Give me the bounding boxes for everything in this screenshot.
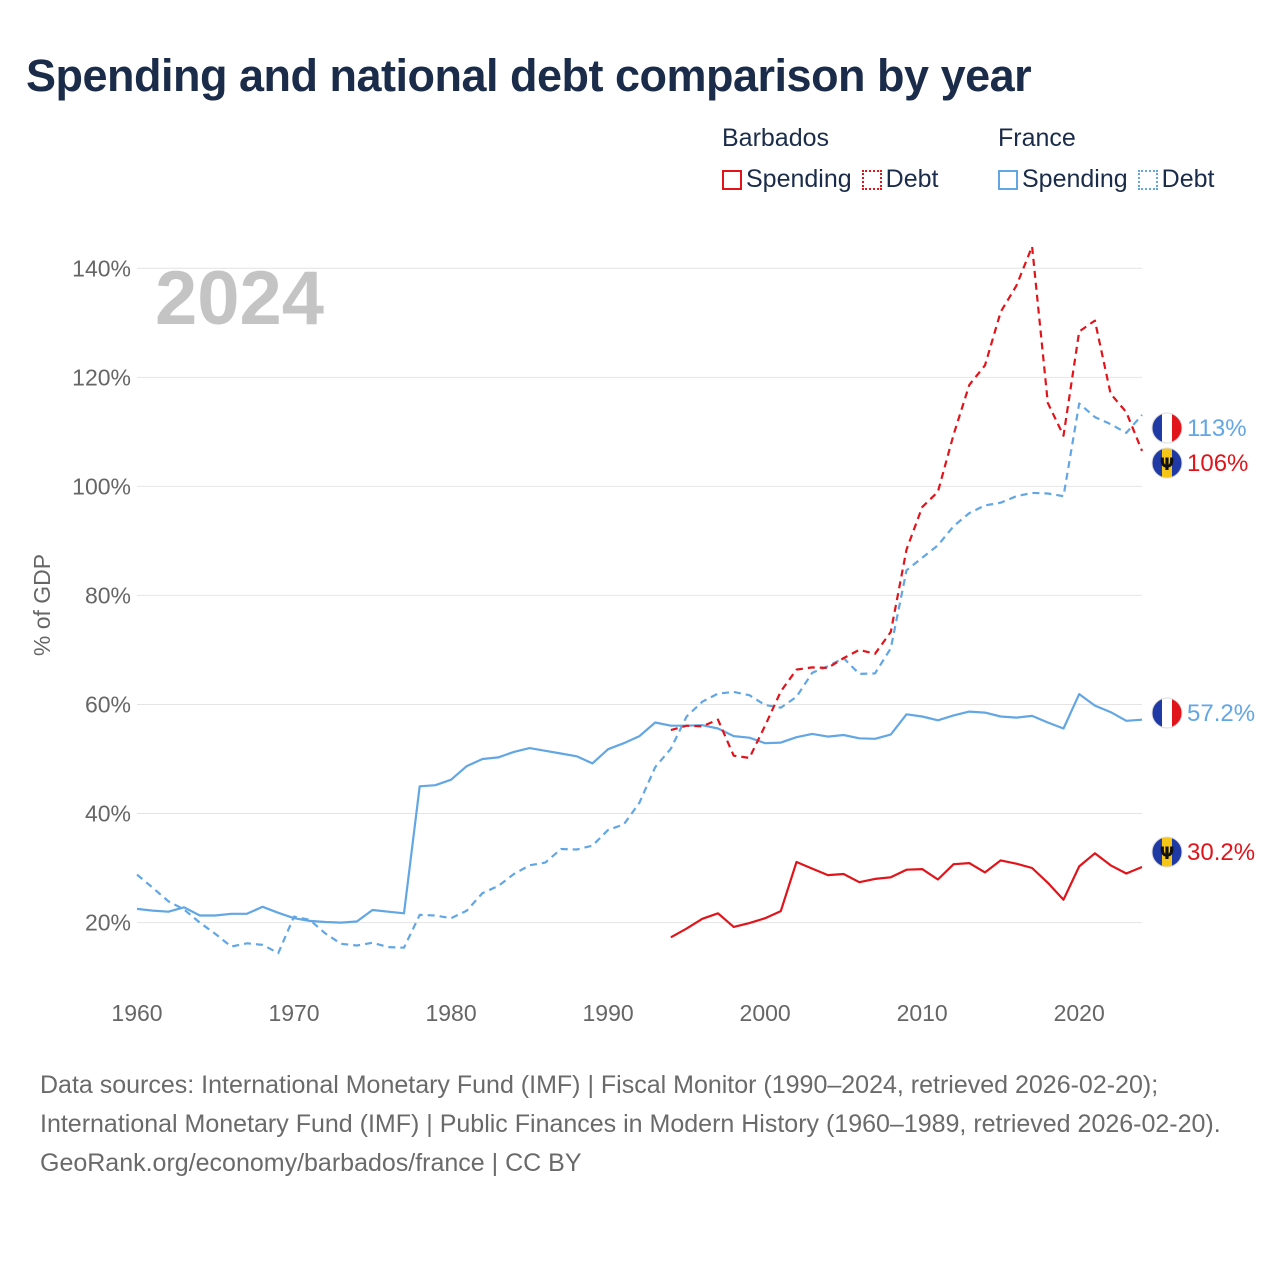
chart-title: Spending and national debt comparison by… — [26, 50, 1032, 101]
x-tick-label: 1990 — [583, 1000, 634, 1026]
legend-label: Debt — [885, 165, 939, 193]
line-chart: 20% 40% 60% 80% 100% 120% 140% 1960 1970 1980 1990… — [29, 245, 1255, 1026]
source-site-text: GeoRank.org/economy/barbados/france | CC… — [40, 1149, 582, 1177]
legend-group-barbados: Barbados Spending Debt — [722, 124, 938, 194]
y-tick-label: 40% — [85, 801, 131, 827]
legend-label: Debt — [1161, 165, 1215, 193]
end-value-label-france-debt: 113% — [1187, 415, 1247, 442]
x-tick-label: 2010 — [897, 1000, 948, 1026]
y-tick-label: 100% — [72, 473, 131, 499]
legend-country-france: France — [998, 124, 1076, 152]
footer: Data sources: International Monetary Fun… — [40, 1066, 1240, 1183]
end-value-label-barbados-spending: 30.2% — [1187, 839, 1255, 866]
x-tick-label: 1980 — [425, 1000, 476, 1026]
year-watermark: 2024 — [155, 256, 324, 341]
y-tick-label: 20% — [85, 910, 131, 936]
series-line-france-spending[interactable] — [136, 693, 1143, 924]
x-tick-label: 1960 — [111, 1000, 162, 1026]
series-line-barbados-spending[interactable] — [670, 852, 1143, 939]
legend-swatch-solid-icon — [998, 169, 1018, 190]
x-tick-label: 2000 — [740, 1000, 791, 1026]
legend-item-barbados-debt[interactable]: Debt — [861, 165, 939, 194]
legend-label: Spending — [1022, 165, 1128, 193]
x-tick-label: 2020 — [1054, 1000, 1105, 1026]
legend-item-barbados-spending[interactable]: Spending — [722, 165, 852, 194]
france-flag-icon — [1151, 697, 1183, 729]
legend-swatch-solid-icon — [722, 169, 742, 190]
legend-item-france-debt[interactable]: Debt — [1137, 165, 1215, 194]
end-value-label-france-spending: 57.2% — [1187, 700, 1255, 727]
barbados-flag-icon: Ψ — [1151, 447, 1183, 479]
legend-item-france-spending[interactable]: Spending — [998, 165, 1128, 194]
legend-country-barbados: Barbados — [722, 124, 830, 152]
y-tick-label: 60% — [85, 691, 131, 717]
y-tick-label: 140% — [72, 255, 131, 281]
end-value-label-barbados-debt: 106% — [1187, 450, 1248, 477]
svg-text:Ψ: Ψ — [1160, 455, 1174, 475]
y-axis-title: % of GDP — [29, 554, 55, 656]
legend-label: Spending — [746, 165, 852, 193]
legend-swatch-dotted-icon — [1137, 169, 1158, 190]
legend-group-france: France Spending Debt — [998, 124, 1214, 194]
barbados-flag-icon: Ψ — [1151, 836, 1183, 868]
data-sources-text: Data sources: International Monetary Fun… — [40, 1071, 1221, 1138]
y-tick-label: 80% — [85, 582, 131, 608]
france-flag-icon — [1151, 412, 1183, 444]
svg-text:Ψ: Ψ — [1160, 844, 1174, 864]
y-tick-label: 120% — [72, 364, 131, 390]
x-tick-label: 1970 — [268, 1000, 319, 1026]
legend-swatch-dotted-icon — [861, 169, 882, 190]
series-line-france-debt[interactable] — [136, 402, 1143, 955]
series-line-barbados-debt[interactable] — [670, 245, 1144, 759]
